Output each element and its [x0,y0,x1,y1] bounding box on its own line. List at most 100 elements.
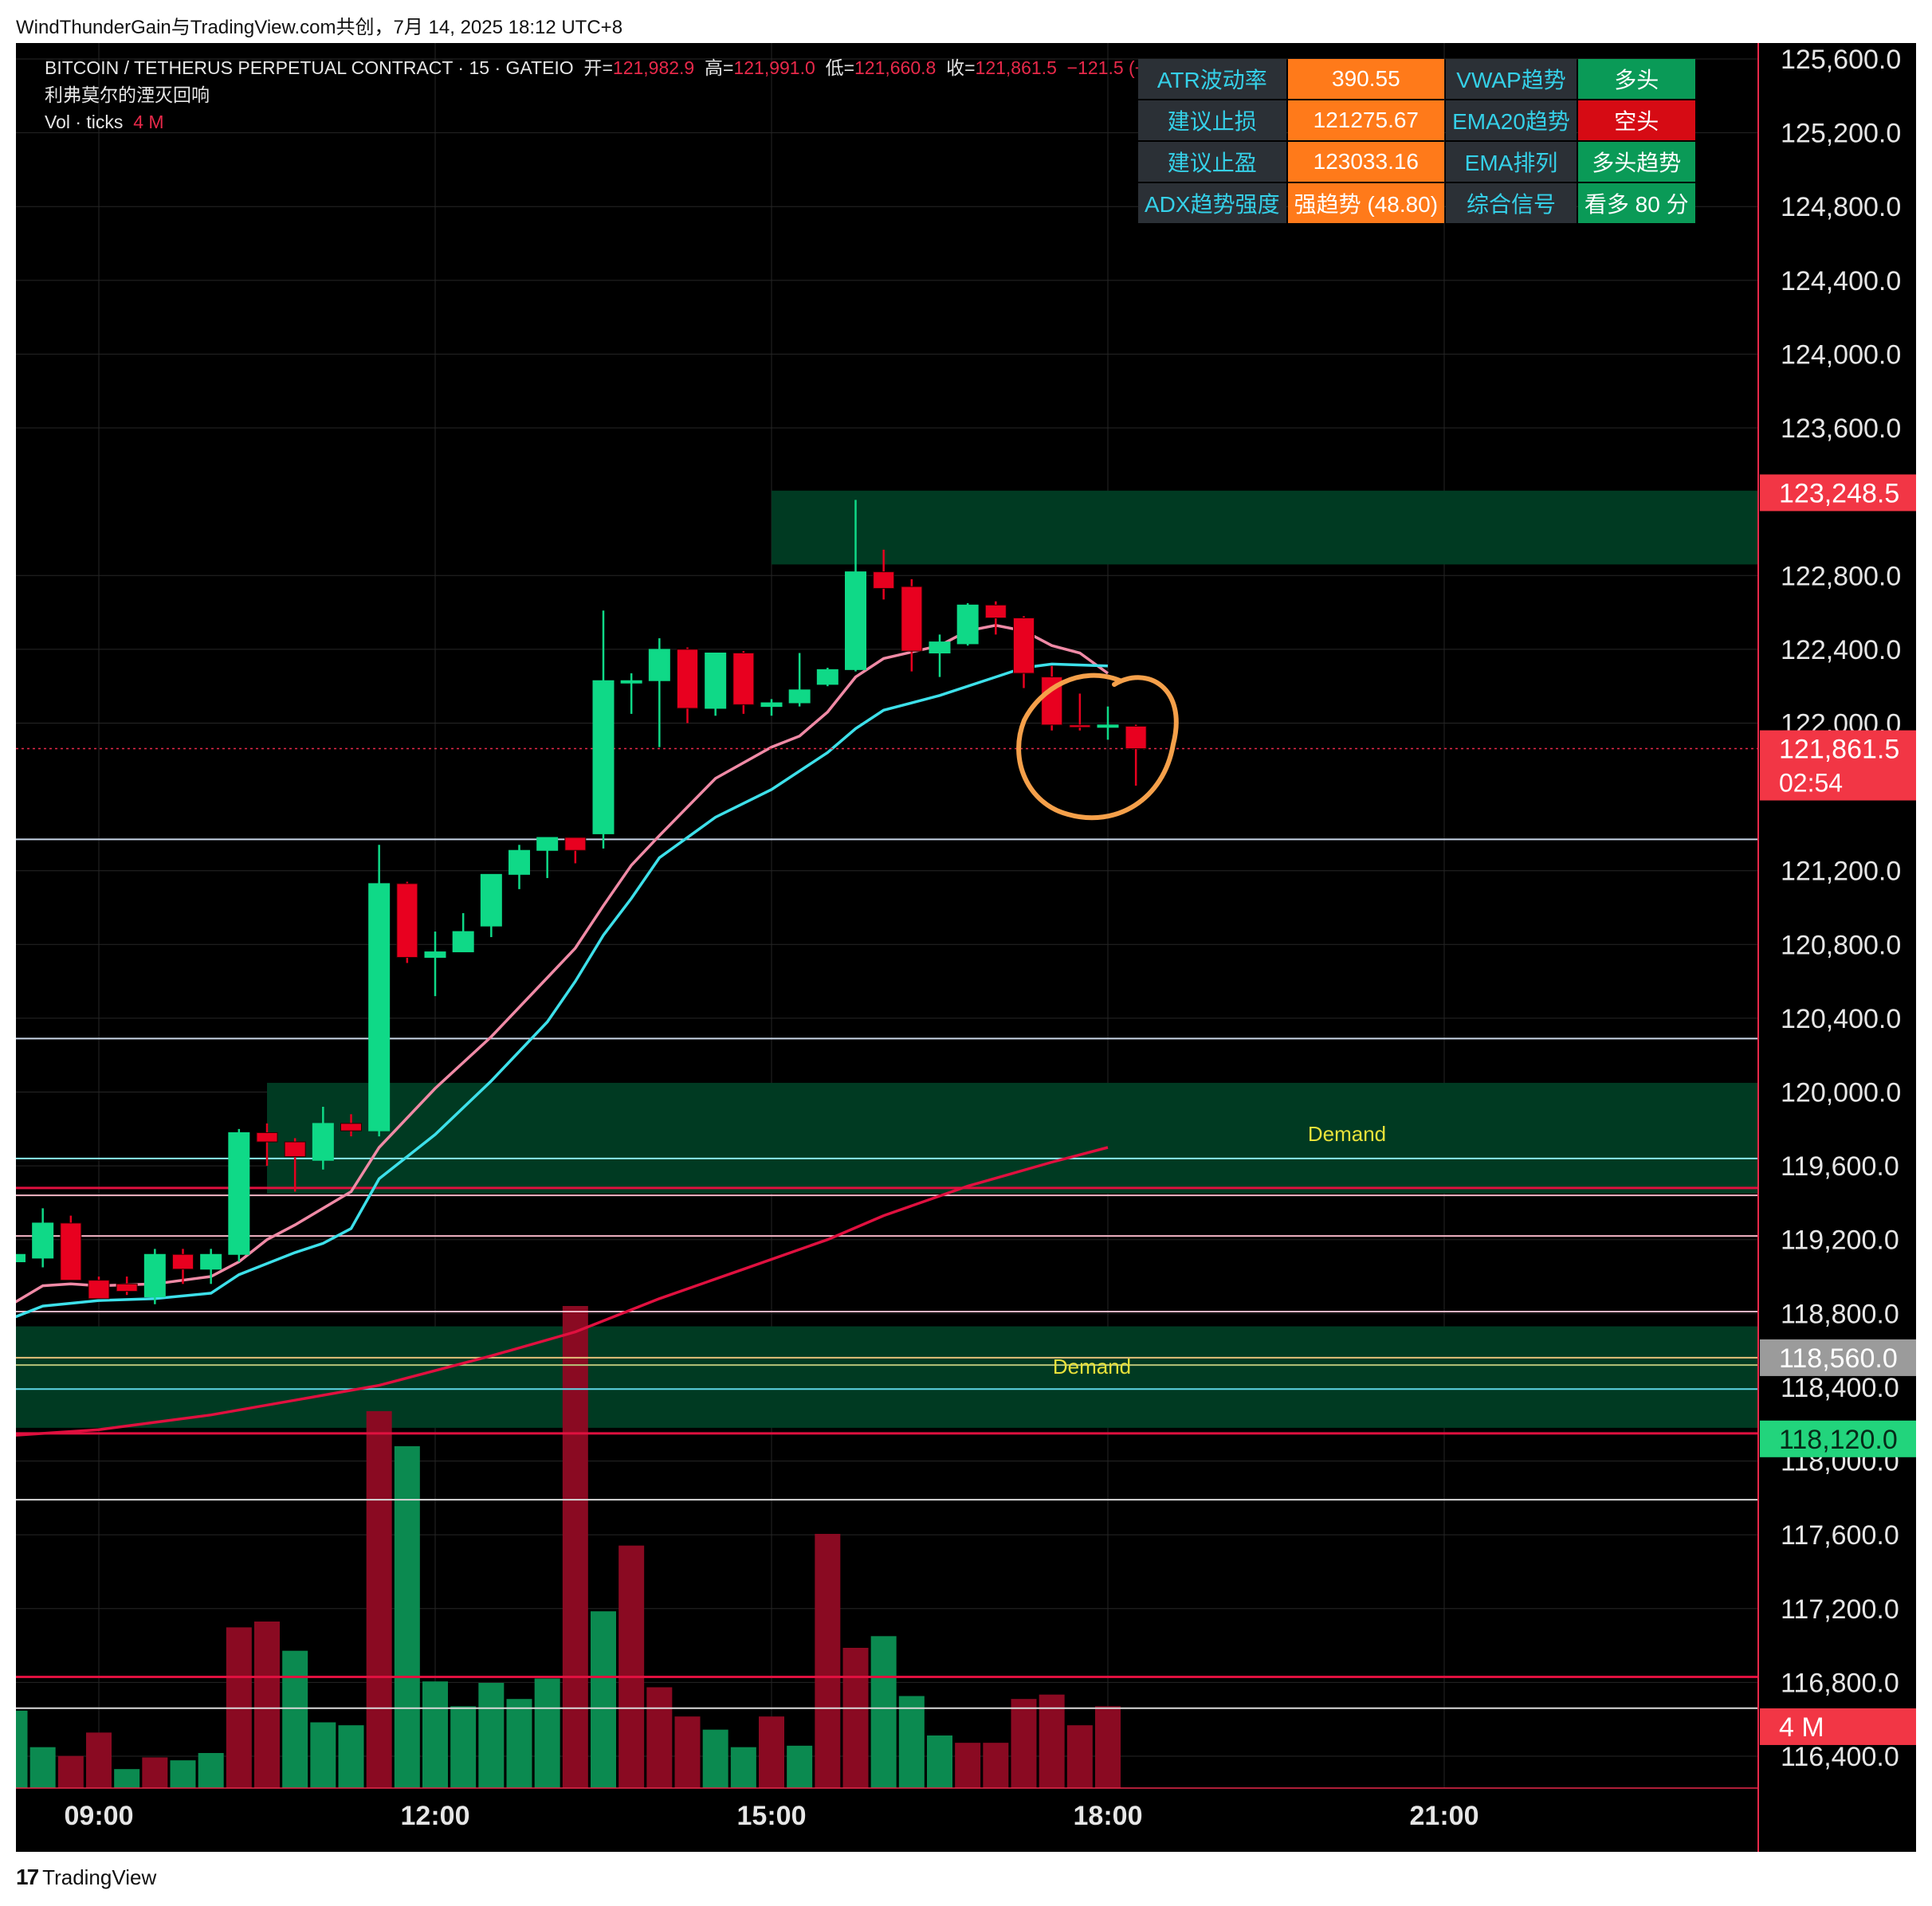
candle-body [564,837,587,851]
supply-demand-zone [16,1326,1758,1428]
candle-body [1125,725,1147,750]
price-axis-label: 118,560.0 [1779,1343,1898,1374]
volume-bar [478,1683,505,1788]
candle-body [901,586,923,652]
candle-body [536,837,559,851]
y-tick-label: 124,400.0 [1781,266,1901,296]
supply-demand-zone [772,490,1758,565]
y-tick-label: 123,600.0 [1781,414,1901,444]
candle-body [340,1123,362,1131]
price-chart[interactable]: Demand Demand 125,600.0 125,200.0 124,800.0 1… [16,43,1916,1852]
candle-body [312,1123,334,1161]
candle-body [396,883,418,959]
volume-bar [534,1678,560,1788]
legend-high-label: 高= [705,57,734,78]
x-tick-label: 15:00 [737,1801,807,1831]
volume-bar [114,1769,140,1788]
volume-bar [142,1757,168,1788]
candle-body [256,1131,278,1143]
candle-body [1097,724,1119,728]
volume-bar [842,1648,869,1788]
legend-low: 121,660.8 [854,57,937,78]
y-tick-label: 125,600.0 [1781,45,1901,75]
y-tick-label: 117,200.0 [1781,1594,1899,1625]
legend-close: 121,861.5 [975,57,1057,78]
info-signal: 看多 80 分 [1577,183,1695,223]
candle-body [60,1222,82,1281]
volume-bar [870,1636,897,1788]
candle-body [677,649,698,709]
legend-volume-label[interactable]: Vol · ticks [45,112,124,132]
volume-bar [16,1710,28,1788]
volume-bar [983,1743,1009,1788]
y-tick-label: 122,400.0 [1781,635,1901,665]
info-key: ADX趋势强度 [1138,183,1286,223]
info-value: 121275.67 [1287,100,1445,140]
price-axis-label-bg [1760,730,1916,801]
zone-label: Demand [1053,1355,1131,1379]
y-tick-label: 125,200.0 [1781,119,1901,149]
volume-bar [759,1716,784,1788]
annotation-circle [1016,673,1179,821]
x-tick-label: 21:00 [1410,1801,1479,1831]
candle-body [620,680,642,684]
legend-indicator[interactable]: 利弗莫尔的湮灭回响 [45,84,210,105]
volume-bar [618,1545,645,1788]
volume-bar [394,1446,420,1788]
volume-bar [898,1696,925,1788]
volume-bar [366,1411,392,1788]
chart-area[interactable]: Demand Demand 125,600.0 125,200.0 124,800.0 1… [16,43,1916,1852]
candle-body [984,604,1007,619]
ema-line [16,662,1109,1319]
info-key: 建议止盈 [1138,142,1286,182]
candle-body [172,1253,194,1270]
volume-bar [506,1699,532,1788]
volume-bar [450,1706,477,1788]
candle-body [228,1131,250,1255]
candle-body [1069,724,1091,728]
candle-body [200,1253,222,1270]
candle-body [32,1222,54,1259]
candle-body [424,951,446,959]
candle-body [816,669,838,685]
legend-symbol[interactable]: BITCOIN / TETHERUS PERPETUAL CONTRACT · … [45,57,574,78]
volume-bar [198,1753,224,1788]
y-tick-label: 116,400.0 [1781,1742,1899,1772]
candle-body [1013,618,1035,674]
info-key: ATR波动率 [1138,59,1286,99]
volume-bar [282,1650,308,1788]
price-axis-label-bg [1760,1339,1916,1376]
volume-bar [815,1534,841,1788]
candle-body [873,571,895,589]
info-table-row: 建议止盈 123033.16 EMA排列 多头趋势 [1138,142,1695,182]
candle-body [16,1253,26,1263]
legend-symbol-line: BITCOIN / TETHERUS PERPETUAL CONTRACT · … [45,54,1204,81]
candle-body [284,1141,306,1158]
info-table-row: 建议止损 121275.67 EMA20趋势 空头 [1138,100,1695,140]
volume-bar [57,1755,84,1788]
candle-body [760,702,783,708]
candle-body [480,873,502,927]
volume-bar [562,1306,588,1788]
candle-body [788,689,811,704]
y-tick-label: 120,400.0 [1781,1004,1901,1034]
volume-bar [927,1735,952,1788]
volume-bar [674,1716,701,1788]
candle-body [368,883,391,1131]
y-tick-label: 119,600.0 [1781,1151,1899,1182]
volume-bar [730,1747,756,1788]
legend-low-label: 低= [825,57,854,78]
candle-body [845,571,866,670]
tradingview-brand: TradingView [42,1865,157,1889]
price-axis-label: 4 M [1779,1712,1824,1743]
tradingview-logo[interactable]: 17 TradingView [16,1865,156,1890]
volume-bar [1011,1699,1037,1788]
price-axis-label: 121,861.5 [1779,735,1899,765]
info-key: EMA20趋势 [1446,100,1577,140]
candle-body [509,849,530,875]
info-value: 390.55 [1287,59,1445,99]
x-tick-label: 09:00 [65,1801,134,1831]
price-axis-label-bg [1760,1708,1916,1745]
y-tick-label: 119,200.0 [1781,1226,1899,1256]
volume-bar [1066,1725,1093,1788]
